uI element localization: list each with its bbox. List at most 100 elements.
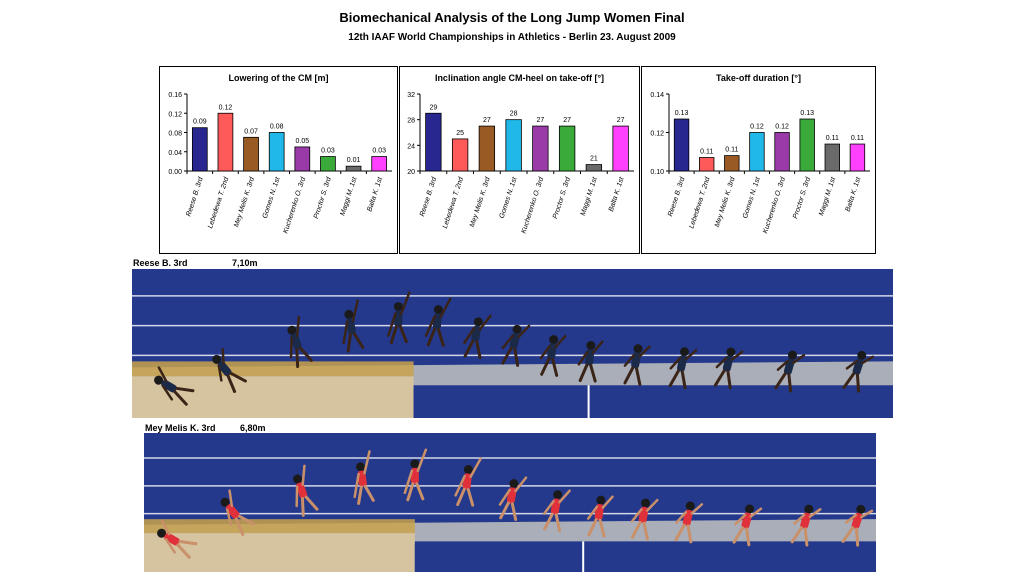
athlete-leg: [841, 526, 855, 543]
athlete-leg: [668, 369, 680, 388]
athlete-torso: [225, 504, 240, 519]
x-tick-label: Gomes N. 1st: [742, 175, 762, 219]
athlete-head: [433, 305, 443, 315]
bar-value-label: 0.09: [193, 119, 207, 126]
athlete-leg: [578, 363, 589, 383]
athlete-figure: [790, 504, 822, 547]
bar-value-label: 27: [563, 117, 571, 124]
x-tick-label: Lebedewa T. 2nd: [442, 175, 466, 229]
athlete-figure: [542, 489, 571, 533]
bar: [345, 165, 362, 172]
bar: [824, 143, 840, 172]
x-tick-label: Gomes N. 1st: [499, 175, 519, 219]
x-tick-label: Gomes N. 1st: [262, 175, 282, 219]
athlete-torso: [357, 470, 367, 487]
bar: [505, 119, 522, 172]
bar-value-label: 0.08: [270, 124, 284, 131]
athlete-arm: [454, 474, 466, 497]
athlete-torso: [161, 379, 177, 393]
bar-value-label: 0.11: [725, 147, 738, 154]
athlete-arm: [845, 359, 858, 370]
athlete-torso: [164, 532, 180, 546]
athlete-figure: [774, 350, 806, 393]
athlete-figure: [668, 347, 698, 390]
athlete-leg: [175, 386, 195, 393]
y-tick-label: 0.08: [168, 131, 182, 138]
athlete-head: [512, 324, 522, 334]
athlete-leg: [635, 367, 642, 387]
athlete-head: [553, 490, 563, 500]
athlete-leg: [398, 325, 408, 344]
bar-value-label: 0.11: [826, 135, 839, 142]
athlete-figure: [586, 495, 614, 538]
athlete-figure: [501, 324, 531, 367]
athlete-leg: [674, 523, 686, 542]
bar: [451, 138, 469, 172]
athlete-arm: [776, 359, 789, 371]
athlete-figure: [353, 450, 375, 505]
bar: [558, 125, 576, 172]
athlete-head: [857, 350, 867, 360]
bar: [268, 132, 285, 172]
bar-value-label: 0.01: [347, 157, 361, 164]
sequence-1-athlete: Reese B. 3rd: [133, 258, 188, 268]
athlete-leg: [437, 328, 445, 347]
athlete-arm: [631, 508, 643, 523]
athlete-leg: [774, 372, 787, 390]
sequence-2-distance: 6,80m: [240, 423, 266, 433]
athlete-arm: [387, 312, 397, 337]
athlete-arm: [416, 448, 428, 473]
y-tick-label: 0.10: [650, 169, 664, 176]
athlete-head: [344, 309, 354, 319]
athlete-head: [745, 504, 755, 514]
athlete-arm: [792, 354, 806, 364]
athlete-head: [685, 501, 695, 511]
athlete-figure: [732, 504, 763, 547]
athlete-head: [586, 340, 596, 350]
athlete-arm: [400, 291, 411, 315]
bar-value-label: 0.07: [244, 128, 258, 135]
athlete-figure: [539, 334, 567, 377]
pit-border: [144, 519, 415, 534]
athlete-arm: [623, 353, 636, 367]
athlete-figure: [463, 314, 492, 360]
y-tick-label: 28: [407, 118, 415, 125]
athlete-figure: [713, 347, 744, 390]
athlete-arm: [295, 315, 301, 338]
bar: [849, 143, 866, 172]
athlete-leg: [173, 390, 188, 406]
athlete-arm: [353, 472, 360, 499]
athlete-arm: [517, 324, 531, 339]
athlete-arm: [301, 464, 306, 486]
athlete-arm: [463, 326, 476, 344]
athlete-leg: [176, 543, 191, 559]
athlete-leg: [415, 482, 425, 501]
track-floor: [413, 388, 893, 418]
x-tick-label: Reese B. 3rd: [419, 175, 439, 217]
chart-takeoff-duration: Take-off duration [°] 0.10 0.12 0.14 0.13 Re…: [641, 66, 876, 254]
athlete-figure: [454, 457, 482, 507]
athlete-leg: [456, 487, 466, 507]
bar-value-label: 0.12: [219, 104, 233, 111]
bar-value-label: 0.11: [851, 135, 864, 142]
athlete-leg: [234, 517, 245, 536]
athlete-leg: [790, 526, 803, 544]
athlete-arm: [498, 488, 511, 506]
athlete-head: [804, 504, 814, 514]
chart-lowering-cm: Lowering of the CM [m] 0.00 0.04 0.08 0.12 0…: [159, 66, 398, 254]
athlete-arm: [675, 510, 688, 524]
y-tick-label: 0.14: [650, 92, 664, 99]
y-tick-label: 0.16: [168, 92, 182, 99]
athlete-figure: [287, 315, 313, 368]
bar-value-label: 21: [590, 156, 598, 163]
x-tick-label: Proctor S. 3rd: [792, 175, 812, 219]
athlete-arm: [221, 348, 225, 365]
athlete-arm: [469, 457, 482, 479]
bar: [217, 112, 234, 172]
athlete-head: [641, 498, 651, 508]
athlete-leg: [732, 526, 745, 544]
athlete-leg: [842, 372, 856, 389]
athlete-arm: [539, 344, 551, 360]
chart-plot: 0.10 0.12 0.14 0.13 Reese B. 3rd 0.11 Lebedewa…: [650, 92, 870, 235]
athlete-head: [509, 479, 519, 489]
